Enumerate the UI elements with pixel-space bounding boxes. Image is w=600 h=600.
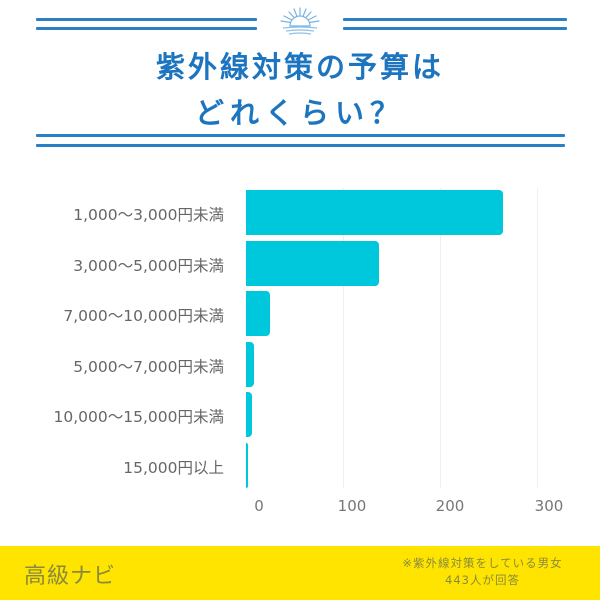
bar bbox=[246, 442, 248, 488]
header-line-bottom-2 bbox=[36, 144, 565, 147]
header-line-top-left-2 bbox=[36, 27, 257, 30]
bar bbox=[246, 240, 379, 286]
page-title-line2: どれくらい？ bbox=[194, 96, 405, 130]
survey-note: ※紫外線対策をしている男女 443人が回答 bbox=[380, 555, 585, 589]
category-label: 15,000円以上 bbox=[123, 458, 224, 477]
header-line-bottom-1 bbox=[36, 134, 565, 137]
x-tick-300: 300 bbox=[534, 497, 564, 515]
survey-note-line2: 443人が回答 bbox=[445, 573, 520, 587]
category-label: 10,000〜15,000円未満 bbox=[53, 408, 224, 426]
gridline-200 bbox=[440, 188, 441, 488]
gridline-300 bbox=[537, 188, 538, 488]
survey-note-line1: ※紫外線対策をしている男女 bbox=[402, 556, 563, 570]
gridline-100 bbox=[343, 188, 344, 488]
header-line-top-right-2 bbox=[343, 27, 567, 30]
header-line-top-right-1 bbox=[343, 18, 567, 21]
x-tick-200: 200 bbox=[435, 497, 465, 515]
x-tick-0: 0 bbox=[254, 497, 264, 515]
category-label: 1,000〜3,000円未満 bbox=[73, 206, 224, 224]
category-label: 7,000〜10,000円未満 bbox=[63, 307, 224, 325]
bar bbox=[246, 341, 254, 387]
category-label: 5,000〜7,000円未満 bbox=[73, 357, 224, 376]
bar bbox=[246, 392, 252, 437]
x-tick-100: 100 bbox=[337, 497, 367, 515]
footer-bar: 高級ナビ ※紫外線対策をしている男女 443人が回答 bbox=[0, 546, 600, 600]
bar bbox=[246, 291, 271, 336]
bar-chart: 1,000〜3,000円未満 3,000〜5,000円未満 7,000〜10,000… bbox=[0, 170, 600, 530]
category-label: 3,000〜5,000円未満 bbox=[73, 256, 224, 275]
header-line-top-left-1 bbox=[36, 18, 257, 21]
sun-over-waves-icon bbox=[280, 7, 320, 35]
brand-logo: 高級ナビ bbox=[24, 564, 117, 589]
page-title-line1: 紫外線対策の予算は bbox=[155, 50, 444, 84]
bar bbox=[246, 190, 504, 235]
